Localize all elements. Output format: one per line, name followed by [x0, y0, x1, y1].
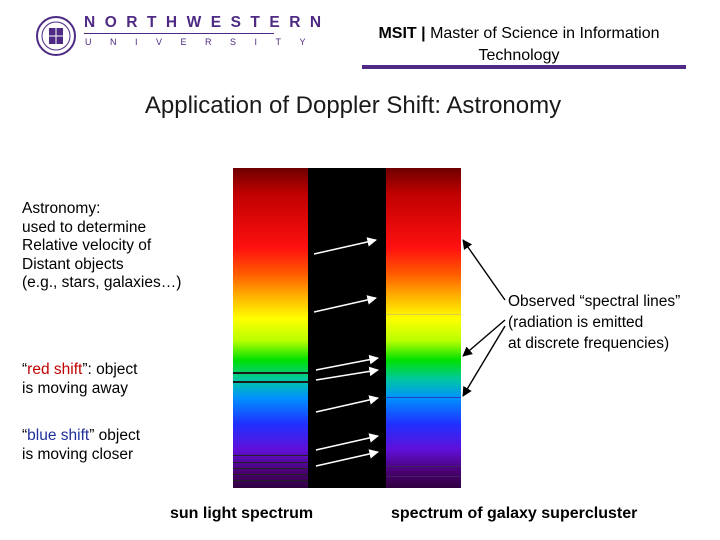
callout-line: (radiation is emitted [508, 314, 644, 331]
blue-shift-text: ” object [89, 427, 141, 444]
intro-text: Astronomy: used to determine Relative ve… [22, 200, 181, 293]
shift-arrow [313, 295, 377, 313]
galaxy-spectrum-caption: spectrum of galaxy supercluster [391, 505, 638, 522]
shift-arrow [315, 449, 379, 467]
blue-shift-note: “blue shift” object is moving closer [22, 427, 140, 464]
red-shift-note: “red shift”: object is moving away [22, 361, 137, 398]
sun-spectrum [233, 168, 308, 488]
sun-absorption-line [233, 474, 308, 475]
header-rule [362, 65, 686, 69]
northwestern-wordmark: NORTHWESTERN [84, 14, 331, 31]
intro-line: Distant objects [22, 255, 124, 273]
university-wordmark: UNIVERSITY [85, 37, 325, 47]
sun-absorption-line [233, 455, 308, 456]
callout-pointer [462, 325, 506, 397]
galaxy-spectral-line [386, 476, 461, 477]
spectral-lines-callout: Observed “spectral lines” (radiation is … [508, 291, 680, 354]
shift-arrow [315, 433, 379, 451]
intro-line: Astronomy: [22, 200, 101, 217]
sun-absorption-line [233, 381, 308, 383]
intro-line: (e.g., stars, galaxies…) [22, 274, 182, 291]
red-shift-term: red shift [27, 361, 83, 378]
blue-shift-text-line2: is moving closer [22, 445, 134, 463]
sun-spectrum-caption: sun light spectrum [170, 505, 314, 522]
callout-pointer [462, 239, 506, 301]
galaxy-spectral-line [386, 314, 461, 315]
shift-arrows [313, 237, 379, 467]
callout-line: at discrete frequencies) [508, 335, 670, 352]
shift-arrow [315, 366, 379, 381]
galaxy-spectrum [386, 168, 461, 488]
program-abbreviation: MSIT [378, 25, 417, 42]
shift-arrow [313, 237, 377, 255]
callout-line: Observed “spectral lines” [508, 293, 681, 310]
galaxy-spectral-line [386, 466, 461, 467]
callout-pointer [462, 319, 506, 357]
northwestern-seal-icon [36, 16, 76, 56]
sun-absorption-line [233, 468, 308, 469]
sun-absorption-line [233, 462, 308, 463]
sun-absorption-line [233, 480, 308, 481]
galaxy-spectral-line [386, 397, 461, 398]
intro-line: Relative velocity of [22, 237, 152, 254]
intro-line: used to determine [22, 218, 147, 236]
sun-absorption-line [233, 372, 308, 374]
header-separator: | [421, 25, 426, 42]
red-shift-text-line2: is moving away [22, 379, 128, 397]
quote-mark: “ [22, 361, 28, 378]
blue-shift-term: blue shift [27, 427, 90, 444]
shift-arrow [315, 395, 379, 413]
logo-divider [84, 33, 274, 34]
slide-title: Application of Doppler Shift: Astronomy [144, 92, 562, 119]
shift-arrow [315, 354, 379, 371]
spectra-gap [308, 168, 386, 488]
callout-pointers [462, 239, 506, 397]
quote-mark: “ [22, 427, 28, 444]
program-header: MSIT | Master of Science in Information … [340, 23, 698, 67]
red-shift-text: ”: object [82, 361, 138, 378]
program-name: Master of Science in Information Technol… [430, 25, 660, 64]
